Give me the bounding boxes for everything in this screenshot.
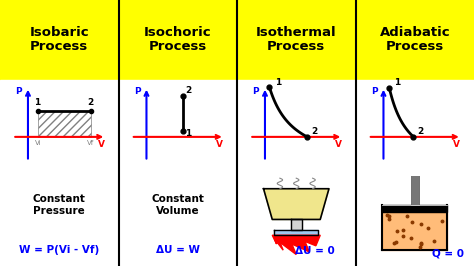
Text: Constant
Pressure: Constant Pressure bbox=[33, 194, 86, 216]
Text: W = P(Vi - Vf): W = P(Vi - Vf) bbox=[19, 245, 100, 255]
Text: 2: 2 bbox=[418, 127, 424, 136]
Text: Adiabatic
Process: Adiabatic Process bbox=[380, 26, 450, 53]
Bar bbox=[382, 205, 447, 213]
Text: Constant
Volume: Constant Volume bbox=[151, 194, 204, 216]
Text: P: P bbox=[371, 87, 377, 96]
Polygon shape bbox=[272, 235, 320, 255]
Bar bbox=[38, 111, 91, 137]
Text: 1: 1 bbox=[34, 98, 40, 107]
Text: 1: 1 bbox=[185, 129, 191, 138]
Text: Vf: Vf bbox=[87, 140, 94, 146]
Polygon shape bbox=[382, 213, 447, 250]
Polygon shape bbox=[291, 219, 301, 230]
Text: 2: 2 bbox=[87, 98, 94, 107]
Bar bbox=[411, 169, 419, 205]
Text: P: P bbox=[15, 87, 22, 96]
Text: Vi: Vi bbox=[35, 140, 42, 146]
Polygon shape bbox=[274, 230, 318, 235]
Text: Isothermal
Process: Isothermal Process bbox=[256, 26, 337, 53]
Text: 1: 1 bbox=[393, 78, 400, 88]
Text: 2: 2 bbox=[185, 86, 191, 95]
Polygon shape bbox=[264, 189, 329, 219]
Text: P: P bbox=[252, 87, 259, 96]
Text: 1: 1 bbox=[275, 78, 281, 87]
Text: Q = 0: Q = 0 bbox=[432, 249, 464, 259]
Text: V: V bbox=[216, 140, 223, 149]
Text: Isobaric
Process: Isobaric Process bbox=[29, 26, 89, 53]
Text: ΔU = W: ΔU = W bbox=[156, 245, 200, 255]
Text: 2: 2 bbox=[311, 127, 318, 136]
Text: V: V bbox=[453, 140, 460, 149]
Text: Isochoric
Process: Isochoric Process bbox=[144, 26, 211, 53]
Text: V: V bbox=[335, 140, 341, 149]
Text: P: P bbox=[134, 87, 140, 96]
Text: V: V bbox=[98, 140, 104, 149]
Text: ΔU = 0: ΔU = 0 bbox=[295, 246, 334, 256]
